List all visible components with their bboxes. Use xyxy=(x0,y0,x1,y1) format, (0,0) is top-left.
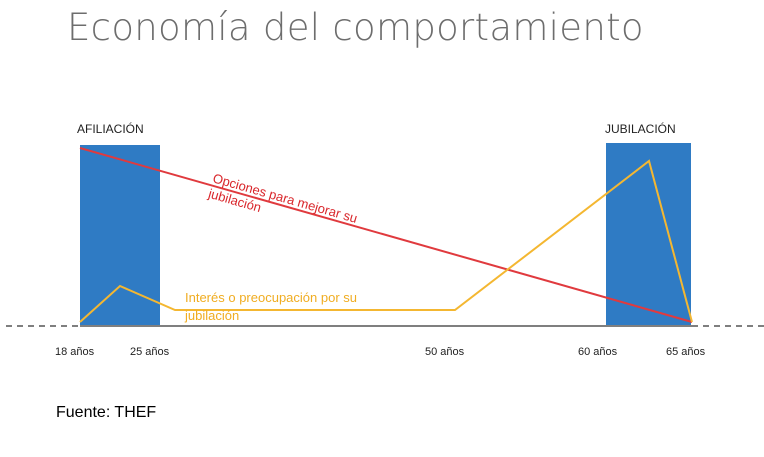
enrollment-period-box xyxy=(80,145,160,325)
interest-line-label-line-2: jubilación xyxy=(184,308,239,323)
retirement-label: JUBILACIÓN xyxy=(605,121,676,136)
age-label-60: 60 años xyxy=(578,346,618,358)
age-label-50: 50 años xyxy=(425,346,465,358)
age-label-25: 25 años xyxy=(130,346,170,358)
source-note: Fuente: THEF xyxy=(56,404,157,421)
interest-line-label: Interés o preocupación por su jubilación xyxy=(184,290,361,323)
options-line xyxy=(79,147,693,323)
interest-line xyxy=(79,159,693,323)
enrollment-label: AFILIACIÓN xyxy=(77,121,144,136)
age-label-18: 18 años xyxy=(55,346,95,358)
retirement-period-box xyxy=(606,143,691,325)
age-label-65: 65 años xyxy=(666,346,706,358)
interest-line-label-line-1: Interés o preocupación por su xyxy=(185,290,357,305)
slide-title: Economía del comportamiento xyxy=(67,6,644,49)
